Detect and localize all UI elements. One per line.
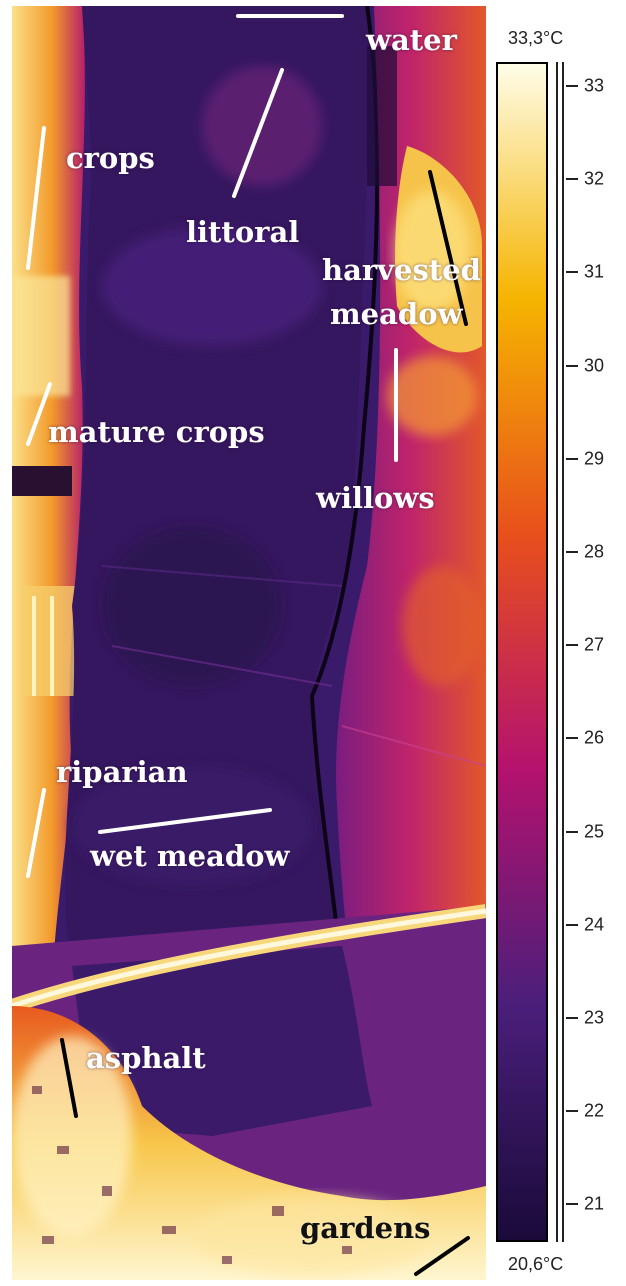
colorbar-tick-label: 23	[584, 1007, 605, 1028]
colorbar-bracket	[556, 62, 566, 1242]
colorbar-min-label: 20,6°C	[508, 1254, 564, 1274]
thermal-image	[12, 6, 486, 1280]
label-meadow: meadow	[330, 297, 463, 331]
colorbar-tick-label: 22	[584, 1100, 605, 1121]
thermal-map	[12, 6, 486, 1280]
colorbar-tick-label: 30	[584, 355, 605, 376]
colorbar-tick-label: 32	[584, 168, 605, 189]
colorbar-tick-label: 21	[584, 1193, 605, 1214]
colorbar-tick-mark	[566, 85, 578, 87]
colorbar-tick-label: 25	[584, 821, 605, 842]
colorbar-tick-label: 31	[584, 261, 605, 282]
colorbar-tick-mark	[566, 551, 578, 553]
black-transect-markers	[60, 170, 470, 1276]
label-crops: crops	[66, 141, 155, 175]
colorbar-tick-label: 26	[584, 727, 605, 748]
label-littoral: littoral	[186, 215, 300, 249]
colorbar-tick-mark	[566, 1110, 578, 1113]
colorbar-tick-mark	[566, 271, 578, 274]
colorbar-tick-mark	[566, 457, 578, 460]
colorbar-tick-label: 27	[584, 634, 605, 655]
colorbar-tick-mark	[566, 644, 578, 647]
colorbar-tick-label: 24	[584, 914, 605, 935]
label-water: water	[366, 23, 457, 57]
label-gardens: gardens	[300, 1211, 431, 1245]
colorbar	[496, 62, 548, 1242]
white-transect-markers	[26, 14, 398, 878]
colorbar-tick-label: 28	[584, 541, 605, 562]
colorbar-tick-mark	[566, 923, 578, 926]
colorbar-tick-mark	[566, 178, 578, 181]
colorbar-tick-mark	[566, 364, 578, 367]
colorbar-max-label: 33,3°C	[508, 28, 564, 48]
colorbar-tick-label: 29	[584, 448, 605, 469]
colorbar-tick-mark	[566, 830, 578, 833]
label-mature-crops: mature crops	[48, 415, 265, 449]
label-harvested: harvested	[322, 253, 481, 287]
label-wet-meadow: wet meadow	[90, 839, 290, 873]
colorbar-tick-mark	[566, 1203, 578, 1206]
label-willows: willows	[316, 481, 435, 515]
colorbar-tick-mark	[566, 1017, 578, 1019]
label-asphalt: asphalt	[86, 1041, 206, 1075]
colorbar-tick-label: 33	[584, 75, 605, 96]
label-riparian: riparian	[56, 755, 188, 789]
colorbar-tick-mark	[566, 737, 578, 740]
